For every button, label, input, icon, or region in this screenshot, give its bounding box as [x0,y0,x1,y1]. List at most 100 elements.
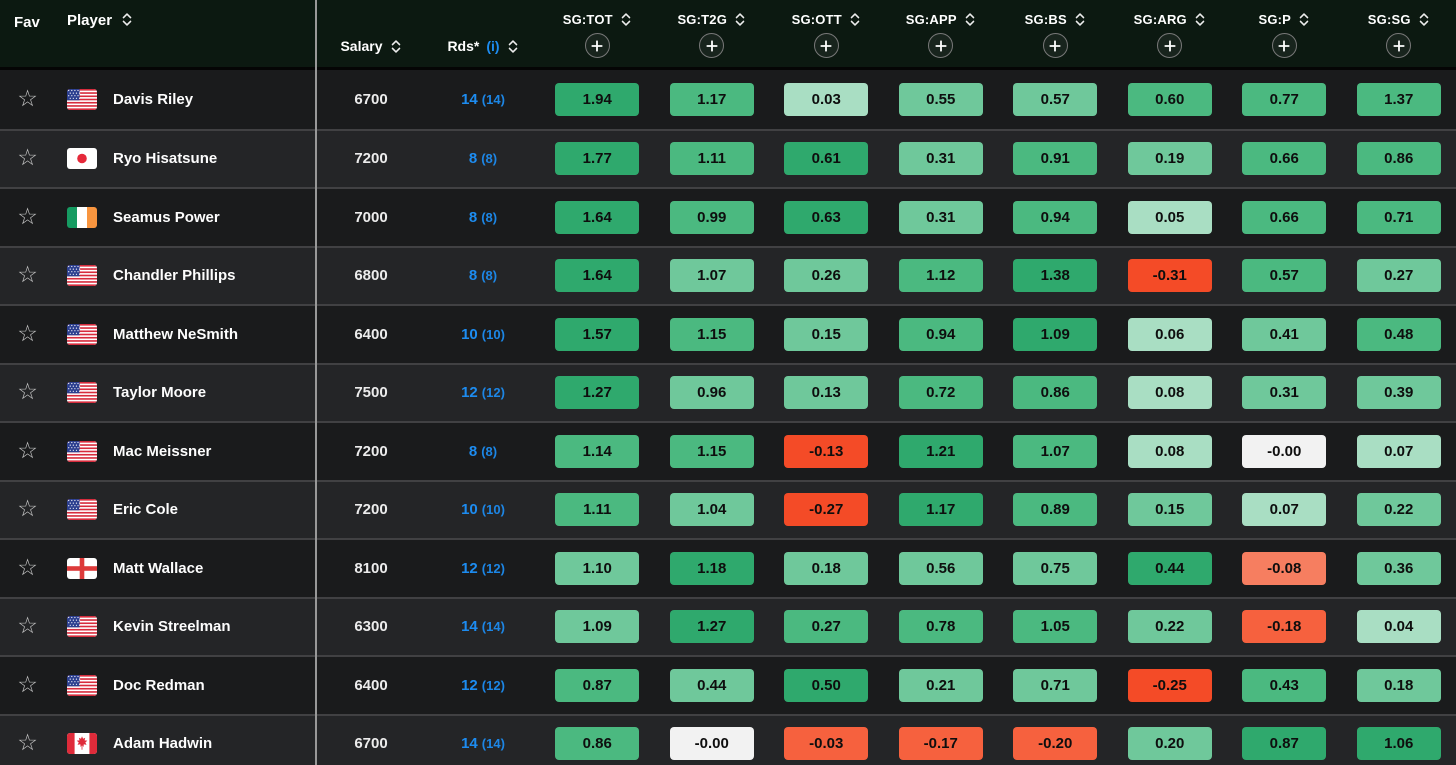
player-name[interactable]: Seamus Power [113,208,220,226]
rounds-value: 8 (8) [426,267,540,284]
table-row: ☆ Taylor Moore 7500 12 (12) 1.27 0.96 0.13 0.72 0… [0,362,1456,421]
header-salary-sort[interactable]: Salary [316,0,426,67]
player-cell: Chandler Phillips [55,265,316,287]
rounds-total: (12) [481,677,505,693]
sort-icon[interactable] [734,12,746,27]
salary-value: 6300 [354,618,388,636]
sg-sort-control[interactable]: SG:SG [1368,12,1430,27]
sort-icon[interactable] [121,12,133,27]
sort-icon[interactable] [390,39,402,54]
add-column-button[interactable] [1157,33,1183,58]
stat-cell: 0.77 [1227,82,1342,116]
stat-cell: 0.08 [1113,434,1228,468]
sort-icon[interactable] [1298,12,1310,27]
add-column-button[interactable] [928,33,954,58]
stat-cell: 1.64 [540,259,655,293]
player-name[interactable]: Davis Riley [113,90,194,108]
stat-badge: 0.20 [1127,727,1212,761]
favorite-star-icon[interactable]: ☆ [17,262,38,289]
player-name[interactable]: Mac Meissner [113,442,212,460]
stat-badge: 0.99 [669,200,754,234]
player-name[interactable]: Doc Redman [113,676,205,694]
player-cell: Matt Wallace [55,557,316,579]
favorite-star-icon[interactable]: ☆ [17,730,38,757]
header-rds-sort[interactable]: Rds* (i) [426,0,540,67]
stat-cell: -0.03 [769,727,884,761]
favorite-star-icon[interactable]: ☆ [17,554,38,581]
stat-badge: 1.77 [555,142,640,176]
salary-value: 6400 [354,676,388,694]
stat-badge: 0.66 [1242,200,1327,234]
player-name[interactable]: Ryo Hisatsune [113,150,218,168]
favorite-star-icon[interactable]: ☆ [17,203,38,230]
add-column-button[interactable] [1386,33,1412,58]
stat-badge: 0.86 [1356,142,1441,176]
rounds-count: 12 [461,676,478,694]
player-name[interactable]: Taylor Moore [113,384,207,402]
stat-cell: 0.07 [1227,493,1342,527]
flag-usa-icon [67,265,97,287]
header-sg-arg: SG:ARG [1113,0,1228,67]
player-table-body: ☆ Davis Riley 6700 14 (14) 1.94 1.17 0.03 0.55 0.… [0,70,1456,765]
add-column-button[interactable] [699,33,725,58]
sort-icon[interactable] [1074,12,1086,27]
favorite-star-icon[interactable]: ☆ [17,613,38,640]
sg-sort-control[interactable]: SG:APP [906,12,976,27]
salary-value: 7000 [354,208,388,226]
add-column-button[interactable] [1271,33,1297,58]
stat-badge: 1.57 [555,317,640,351]
player-name[interactable]: Kevin Streelman [113,618,231,636]
rounds-total: (12) [481,560,505,576]
sort-icon[interactable] [964,12,976,27]
sort-icon[interactable] [507,39,519,54]
player-name[interactable]: Adam Hadwin [113,735,213,753]
info-icon[interactable]: (i) [486,38,500,54]
favorite-star-icon[interactable]: ☆ [17,671,38,698]
favorite-star-icon[interactable]: ☆ [17,145,38,172]
sg-sort-control[interactable]: SG:OTT [792,12,861,27]
flag-usa-icon [67,323,97,345]
player-name[interactable]: Matt Wallace [113,559,204,577]
favorite-cell: ☆ [0,498,55,521]
add-column-button[interactable] [1042,33,1068,58]
player-name[interactable]: Eric Cole [113,501,179,519]
stat-badge: 1.05 [1013,610,1098,644]
rounds-value: 14 (14) [426,91,540,108]
stat-badge: 0.08 [1127,434,1212,468]
stat-cell: 0.89 [998,493,1113,527]
stat-cell: 0.44 [1113,551,1228,585]
sg-sort-control[interactable]: SG:TOT [563,12,632,27]
sg-column-label: SG:T2G [677,12,728,27]
favorite-star-icon[interactable]: ☆ [17,496,38,523]
sort-icon[interactable] [620,12,632,27]
add-column-button[interactable] [813,33,839,58]
stat-badge: -0.00 [1242,434,1327,468]
favorite-star-icon[interactable]: ☆ [17,320,38,347]
sort-icon[interactable] [849,12,861,27]
stat-cell: 0.22 [1342,493,1456,527]
sg-sort-control[interactable]: SG:P [1258,12,1310,27]
player-name[interactable]: Matthew NeSmith [113,325,239,343]
favorite-star-icon[interactable]: ☆ [17,379,38,406]
sg-sort-control[interactable]: SG:T2G [677,12,746,27]
sort-icon[interactable] [1194,12,1206,27]
stat-badge: 0.27 [1356,259,1441,293]
rounds-count: 14 [461,90,478,108]
stat-badge: 0.56 [898,551,983,585]
sg-sort-control[interactable]: SG:BS [1025,12,1086,27]
rounds-value: 10 (10) [426,326,540,343]
favorite-cell: ☆ [0,615,55,638]
sg-sort-control[interactable]: SG:ARG [1134,12,1206,27]
stat-cell: 0.39 [1342,376,1456,410]
stat-cell: 1.15 [655,317,770,351]
rounds-value: 10 (10) [426,501,540,518]
sg-column-label: SG:OTT [791,12,842,27]
player-name[interactable]: Chandler Phillips [113,267,236,285]
sort-icon[interactable] [1418,12,1430,27]
add-column-button[interactable] [584,33,610,58]
header-player-sort[interactable]: Player [55,0,316,67]
favorite-star-icon[interactable]: ☆ [17,85,38,112]
favorite-star-icon[interactable]: ☆ [17,437,38,464]
table-row: ☆ Davis Riley 6700 14 (14) 1.94 1.17 0.03 0.55 0.… [0,70,1456,129]
stat-badge: 0.44 [669,668,754,702]
